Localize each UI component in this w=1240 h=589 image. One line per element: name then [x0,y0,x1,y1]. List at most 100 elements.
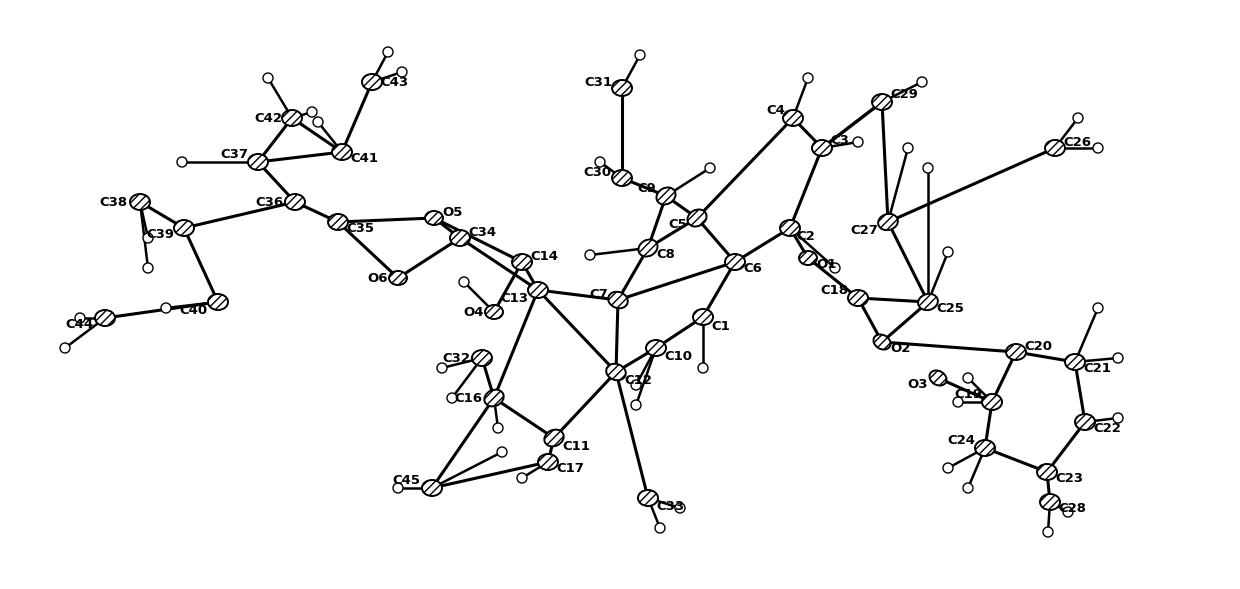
Ellipse shape [799,251,817,265]
Ellipse shape [74,313,86,323]
Text: O6: O6 [367,272,388,284]
Text: C1: C1 [711,320,730,333]
Ellipse shape [1092,143,1104,153]
Text: C44: C44 [64,317,93,330]
Ellipse shape [143,233,153,243]
Text: O4: O4 [464,306,484,319]
Ellipse shape [872,94,892,110]
Ellipse shape [446,393,458,403]
Ellipse shape [631,380,641,390]
Ellipse shape [1037,464,1056,480]
Ellipse shape [383,47,393,57]
Text: O3: O3 [908,378,928,391]
Ellipse shape [675,503,684,513]
Ellipse shape [1040,494,1060,510]
Ellipse shape [177,157,187,167]
Text: C41: C41 [350,151,378,164]
Ellipse shape [130,194,150,210]
Text: C7: C7 [589,287,608,300]
Ellipse shape [646,340,666,356]
Ellipse shape [472,350,492,366]
Ellipse shape [1114,353,1123,363]
Text: C16: C16 [454,392,482,405]
Text: C21: C21 [1083,362,1111,375]
Text: C30: C30 [584,166,613,178]
Ellipse shape [804,73,813,83]
Ellipse shape [954,397,963,407]
Text: C22: C22 [1092,422,1121,435]
Text: C10: C10 [663,349,692,362]
Ellipse shape [485,389,503,406]
Text: C11: C11 [562,439,590,452]
Ellipse shape [329,214,348,230]
Text: C27: C27 [851,223,878,237]
Ellipse shape [848,290,868,306]
Ellipse shape [1065,354,1085,370]
Ellipse shape [332,144,352,160]
Ellipse shape [903,143,913,153]
Ellipse shape [725,254,745,270]
Ellipse shape [95,310,115,326]
Ellipse shape [60,343,69,353]
Text: C40: C40 [180,303,208,316]
Text: C18: C18 [820,283,848,296]
Ellipse shape [497,447,507,457]
Text: C38: C38 [100,196,128,209]
Text: C13: C13 [500,292,528,305]
Ellipse shape [635,50,645,60]
Ellipse shape [494,423,503,433]
Ellipse shape [397,67,407,77]
Ellipse shape [585,250,595,260]
Ellipse shape [830,263,839,273]
Ellipse shape [528,282,548,298]
Text: C24: C24 [947,434,975,446]
Ellipse shape [963,483,973,493]
Text: C35: C35 [346,221,374,234]
Ellipse shape [143,263,153,273]
Text: C43: C43 [379,75,408,88]
Ellipse shape [613,170,632,186]
Ellipse shape [1063,507,1073,517]
Ellipse shape [656,187,676,204]
Text: C2: C2 [796,230,815,243]
Text: O2: O2 [890,342,910,355]
Ellipse shape [1045,140,1065,156]
Ellipse shape [918,77,928,87]
Ellipse shape [425,211,443,225]
Text: C45: C45 [392,474,420,487]
Ellipse shape [878,214,898,230]
Text: C31: C31 [584,75,613,88]
Ellipse shape [1006,344,1025,360]
Ellipse shape [706,163,715,173]
Text: C32: C32 [441,352,470,365]
Ellipse shape [606,364,626,380]
Ellipse shape [248,154,268,170]
Ellipse shape [538,454,558,470]
Ellipse shape [1092,303,1104,313]
Ellipse shape [1073,113,1083,123]
Text: C5: C5 [668,217,687,230]
Text: C29: C29 [890,88,918,101]
Ellipse shape [608,292,627,308]
Ellipse shape [942,247,954,257]
Ellipse shape [982,394,1002,410]
Ellipse shape [389,271,407,285]
Ellipse shape [780,220,800,236]
Ellipse shape [459,277,469,287]
Ellipse shape [853,137,863,147]
Ellipse shape [975,440,994,456]
Text: C12: C12 [624,373,652,386]
Ellipse shape [639,490,658,506]
Ellipse shape [161,303,171,313]
Ellipse shape [362,74,382,90]
Ellipse shape [918,294,937,310]
Ellipse shape [963,373,973,383]
Ellipse shape [174,220,193,236]
Text: C33: C33 [656,499,684,512]
Ellipse shape [208,294,228,310]
Text: C20: C20 [1024,339,1052,352]
Text: C9: C9 [637,181,656,194]
Ellipse shape [595,157,605,167]
Ellipse shape [485,305,503,319]
Ellipse shape [281,110,303,126]
